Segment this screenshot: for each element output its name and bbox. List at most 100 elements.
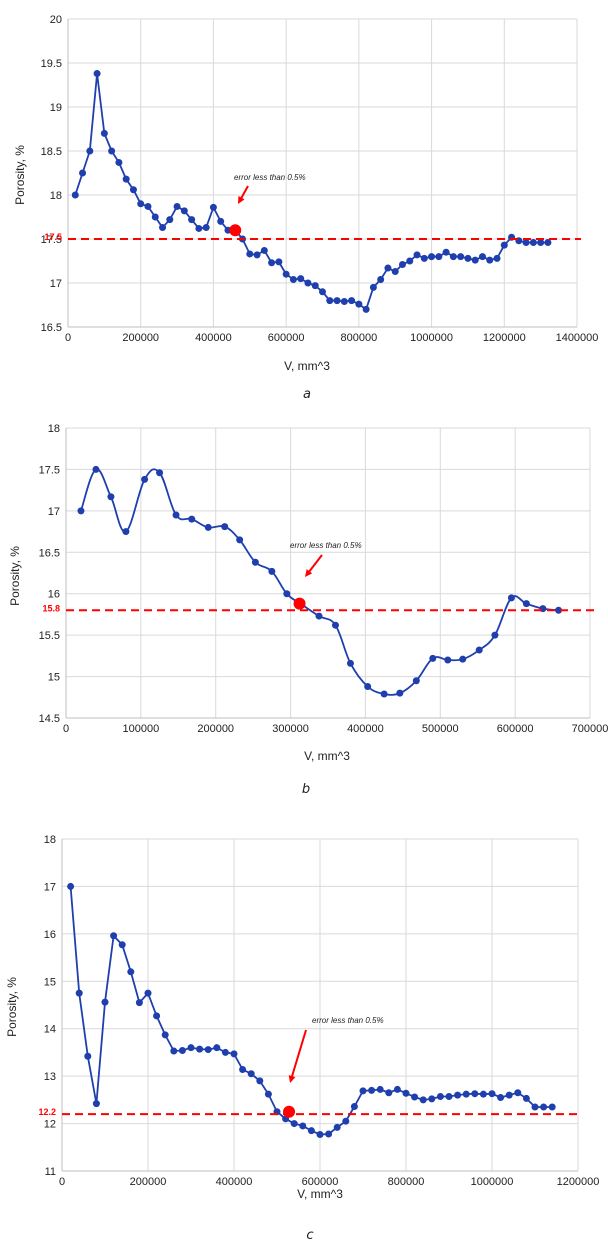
- data-point: [522, 239, 530, 247]
- data-point: [457, 253, 465, 261]
- data-point: [297, 275, 305, 283]
- data-point: [326, 297, 334, 305]
- data-point: [522, 1094, 530, 1102]
- data-point: [531, 1103, 539, 1111]
- data-point: [315, 612, 323, 620]
- data-point: [246, 250, 254, 258]
- data-point: [202, 224, 210, 232]
- data-point: [436, 1093, 444, 1101]
- x-tick-label: 0: [59, 1176, 65, 1188]
- porosity-chart-a: 0 200000 400000 600000 800000 1000000 1200000 1…: [13, 14, 599, 402]
- chart-caption: c: [306, 1228, 313, 1243]
- y-tick-label: 19: [50, 102, 62, 114]
- data-point: [195, 224, 203, 232]
- data-series: [71, 70, 552, 313]
- x-tick-label: 600000: [497, 723, 534, 735]
- data-point: [221, 1048, 229, 1056]
- data-point: [505, 1091, 513, 1099]
- data-point: [462, 1090, 470, 1098]
- highlight-point: [229, 224, 242, 237]
- x-tick-label: 600000: [268, 332, 305, 344]
- data-point: [86, 147, 94, 155]
- data-point: [75, 989, 83, 997]
- data-point: [449, 253, 457, 261]
- data-point: [555, 606, 563, 614]
- data-point: [445, 1093, 453, 1101]
- data-point: [391, 268, 399, 276]
- data-point: [268, 567, 276, 575]
- data-point: [118, 941, 126, 949]
- data-point: [153, 1012, 161, 1020]
- data-point: [497, 1093, 505, 1101]
- data-point: [419, 1096, 427, 1104]
- x-tick-label: 500000: [422, 723, 459, 735]
- reference-line-group: 12.2: [38, 1029, 582, 1118]
- data-point: [428, 253, 436, 261]
- data-point: [380, 690, 388, 698]
- data-point: [137, 200, 145, 208]
- data-point: [304, 279, 312, 287]
- data-point: [475, 646, 483, 654]
- data-point: [350, 1102, 358, 1110]
- data-point: [311, 282, 319, 290]
- highlight-point: [283, 1105, 296, 1118]
- data-point: [92, 465, 100, 473]
- y-axis-label: Porosity, %: [5, 977, 19, 1037]
- y-tick-label: 19.5: [41, 58, 62, 70]
- data-point: [115, 158, 123, 166]
- y-tick-label: 16: [44, 929, 56, 941]
- data-point: [144, 989, 152, 997]
- y-tick-label: 17.5: [41, 234, 62, 246]
- data-point: [84, 1052, 92, 1060]
- data-series: [67, 882, 556, 1138]
- y-tick-label: 12: [44, 1119, 56, 1131]
- y-axis-label: Porosity, %: [13, 145, 27, 205]
- annotation-text: error less than 0.5%: [312, 1016, 384, 1025]
- x-tick-label: 1000000: [471, 1176, 514, 1188]
- y-tick-label: 16.5: [39, 547, 60, 559]
- chart-caption: a: [303, 387, 311, 402]
- data-point: [188, 515, 196, 523]
- y-tick-label: 18.5: [41, 146, 62, 158]
- data-point: [268, 259, 276, 267]
- annotation-arrowhead: [305, 569, 313, 577]
- data-point: [514, 1089, 522, 1097]
- x-tick-label: 400000: [347, 723, 384, 735]
- porosity-chart-c: 0 200000 400000 600000 800000 1000000 1200000 1…: [5, 834, 600, 1243]
- data-point: [166, 216, 174, 224]
- data-point: [129, 186, 137, 194]
- data-point: [406, 257, 414, 265]
- y-tick-label: 17: [50, 278, 62, 290]
- data-point: [471, 1090, 479, 1098]
- y-tick-label: 15: [44, 976, 56, 988]
- data-point: [92, 1100, 100, 1108]
- data-point: [253, 251, 261, 259]
- data-point: [428, 1095, 436, 1103]
- data-point: [282, 270, 290, 278]
- data-point: [544, 239, 552, 247]
- data-point: [275, 258, 283, 266]
- data-point: [93, 70, 101, 78]
- tick-labels: 0 200000 400000 600000 800000 1000000 1200000 1…: [41, 14, 599, 344]
- data-point: [159, 224, 167, 232]
- data-point: [283, 590, 291, 598]
- x-tick-label: 1200000: [557, 1176, 600, 1188]
- data-point: [161, 1031, 169, 1039]
- data-point: [444, 656, 452, 664]
- data-point: [369, 283, 377, 291]
- data-point: [376, 1085, 384, 1093]
- data-point: [264, 1090, 272, 1098]
- data-point: [412, 677, 420, 685]
- x-tick-label: 1400000: [556, 332, 599, 344]
- data-point: [107, 493, 115, 501]
- porosity-chart-b: 0 100000 200000 300000 400000 500000 600000 700…: [8, 423, 608, 797]
- data-point: [108, 147, 116, 155]
- data-point: [493, 254, 501, 262]
- data-point: [537, 239, 545, 247]
- x-tick-label: 700000: [572, 723, 608, 735]
- data-point: [471, 256, 479, 264]
- data-point: [454, 1091, 462, 1099]
- x-tick-label: 400000: [216, 1176, 253, 1188]
- annotation-text: error less than 0.5%: [290, 541, 362, 550]
- x-tick-label: 0: [65, 332, 71, 344]
